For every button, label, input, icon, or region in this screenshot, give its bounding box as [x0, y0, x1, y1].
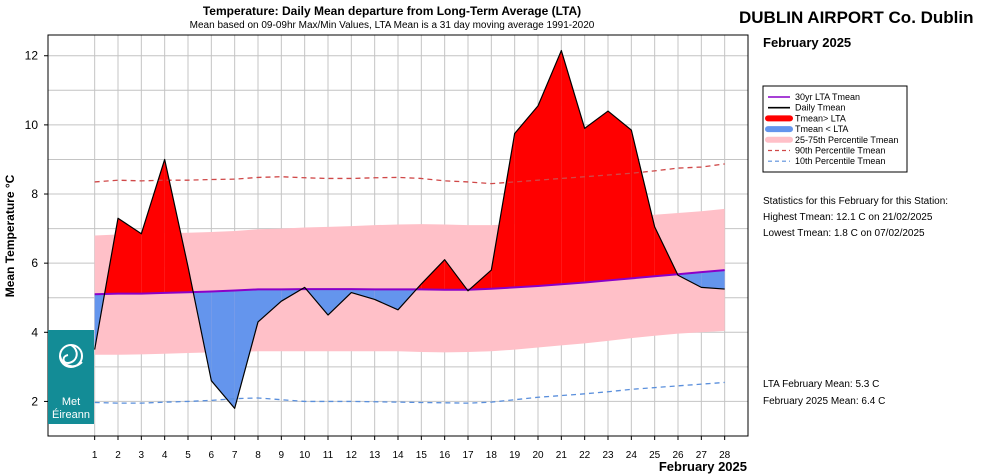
legend-label: 10th Percentile Tmean — [795, 156, 885, 166]
x-tick-label: 19 — [509, 450, 521, 461]
anomaly-fill-below — [678, 272, 702, 288]
series-line-daily — [94, 49, 725, 409]
anomaly-fill-above — [631, 130, 655, 279]
anomaly-fill-above — [421, 259, 445, 290]
x-tick-label: 3 — [139, 450, 145, 461]
stats-month-mean: February 2025 Mean: 6.4 C — [763, 396, 885, 407]
legend-label: Tmean < LTA — [795, 124, 848, 134]
legend-label: 30yr LTA Tmean — [795, 92, 860, 102]
x-tick-label: 27 — [696, 450, 708, 461]
anomaly-fill-above — [141, 159, 165, 294]
y-tick-label: 8 — [31, 187, 38, 201]
logo-swirl-icon — [59, 344, 83, 368]
x-tick-label: 20 — [532, 450, 544, 461]
x-ticks: 1 2 3 4 5 6 7 8 9 10 11 12 13 14 15 16 17 18 19 20 21 22 23 24 2… — [92, 436, 731, 461]
logo-text-met: Met — [62, 396, 80, 408]
anomaly-fill-above — [584, 111, 608, 283]
anomaly-fill-above — [538, 50, 562, 286]
anomaly-fill-above — [491, 133, 515, 289]
legend-label: Tmean> LTA — [795, 113, 846, 123]
anomaly-fill-above — [514, 105, 538, 288]
x-tick-label: 25 — [649, 450, 661, 461]
series-line-p90 — [94, 163, 725, 185]
x-tick-label: 10 — [299, 450, 311, 461]
anomaly-fill-above — [608, 111, 632, 281]
x-tick-label: 26 — [672, 450, 684, 461]
y-axis-label: Mean Temperature °C — [3, 174, 17, 297]
anomaly-fill-above — [561, 50, 585, 285]
legend-label: 90th Percentile Tmean — [795, 146, 885, 156]
anomaly-fill-below — [351, 289, 375, 300]
x-axis-label: February 2025 — [659, 459, 747, 474]
chart-title: Temperature: Daily Mean departure from L… — [203, 4, 581, 18]
anomaly-fill-above — [118, 218, 142, 294]
x-tick-label: 22 — [579, 450, 591, 461]
x-tick-label: 5 — [185, 450, 191, 461]
stats-lowest: Lowest Tmean: 1.8 C on 07/02/2025 — [763, 228, 925, 239]
x-tick-label: 2 — [115, 450, 121, 461]
anomaly-fill-below — [234, 289, 258, 409]
anomaly-fill-below — [374, 289, 398, 310]
x-tick-label: 9 — [279, 450, 285, 461]
x-tick-label: 8 — [255, 450, 261, 461]
y-ticks: 2 4 6 8 10 12 — [25, 49, 48, 408]
anomaly-fill-below — [258, 289, 282, 322]
x-tick-label: 16 — [439, 450, 451, 461]
stats-lta-mean: LTA February Mean: 5.3 C — [763, 379, 879, 390]
x-tick-label: 18 — [486, 450, 498, 461]
x-tick-label: 7 — [232, 450, 238, 461]
x-tick-label: 11 — [323, 450, 334, 461]
legend-label: Daily Tmean — [795, 103, 845, 113]
x-tick-label: 24 — [626, 450, 638, 461]
x-tick-label: 1 — [92, 450, 98, 461]
x-tick-label: 13 — [369, 450, 381, 461]
anomaly-fill-above — [164, 159, 188, 293]
x-tick-label: 17 — [462, 450, 474, 461]
anomaly-fill-below — [701, 270, 725, 290]
logo-text-eireann: Éireann — [52, 408, 90, 421]
month-label: February 2025 — [763, 35, 851, 50]
x-tick-label: 15 — [416, 450, 428, 461]
stats-highest: Highest Tmean: 12.1 C on 21/02/2025 — [763, 212, 933, 223]
y-tick-label: 12 — [25, 49, 39, 63]
x-tick-label: 6 — [209, 450, 215, 461]
y-tick-label: 4 — [31, 325, 38, 339]
anomaly-fill-below — [211, 290, 235, 409]
y-tick-label: 10 — [25, 118, 39, 132]
x-tick-label: 4 — [162, 450, 168, 461]
met-eireann-logo: Met Éireann — [48, 330, 94, 424]
series-line-lta — [94, 269, 725, 296]
stats-heading: Statistics for this February for this St… — [763, 196, 948, 207]
x-tick-label: 12 — [346, 450, 358, 461]
chart-subtitle: Mean based on 09-09hr Max/Min Values, LT… — [190, 20, 595, 31]
anomaly-fills — [94, 50, 725, 409]
y-tick-label: 2 — [31, 394, 38, 408]
series-lines — [94, 49, 725, 409]
x-tick-label: 23 — [602, 450, 614, 461]
series-line-p10 — [94, 381, 725, 404]
anomaly-fill-below — [328, 289, 352, 316]
legend-label: 25-75th Percentile Tmean — [795, 135, 898, 145]
x-tick-label: 28 — [719, 450, 731, 461]
station-name: DUBLIN AIRPORT Co. Dublin — [739, 8, 974, 27]
x-tick-label: 21 — [556, 450, 568, 461]
y-tick-label: 6 — [31, 256, 38, 270]
x-tick-label: 14 — [392, 450, 404, 461]
